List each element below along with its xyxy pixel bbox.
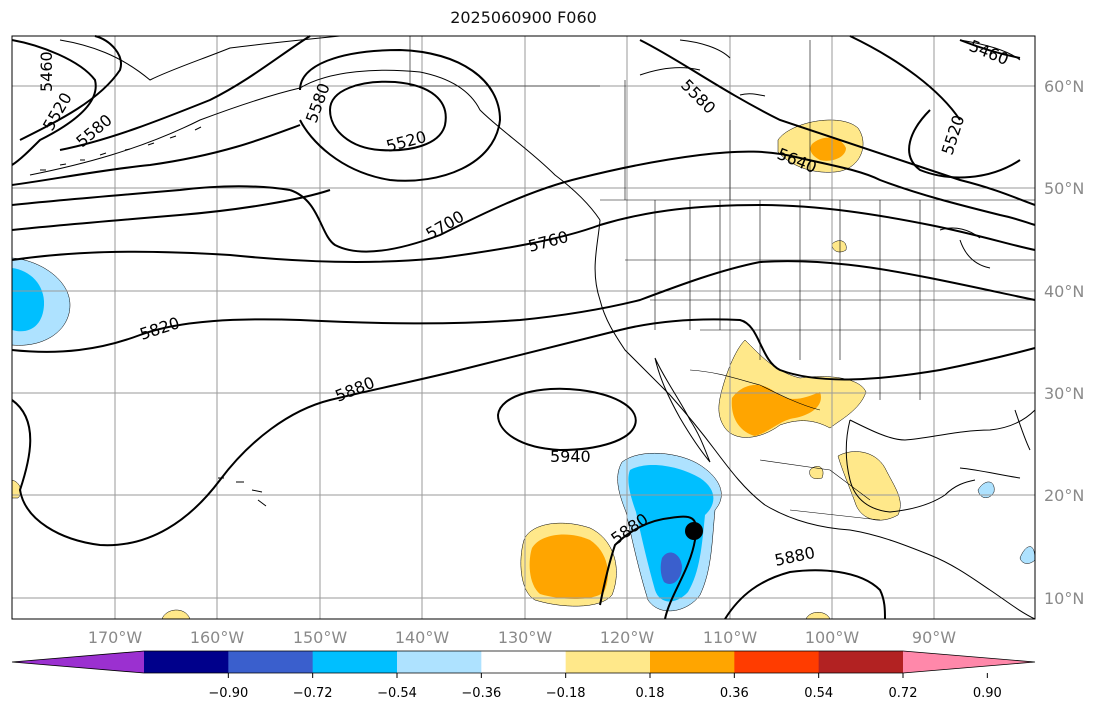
colorbar-tick-label: 0.18: [636, 686, 665, 701]
colorbar-segment: [565, 651, 651, 673]
colorbar-tick-label: −0.36: [461, 686, 501, 701]
latitude-labels: 60°N 50°N 40°N 30°N 20°N 10°N: [1044, 77, 1084, 608]
lat-label: 20°N: [1044, 486, 1084, 505]
colorbar-tick-label: 0.36: [720, 686, 749, 701]
lon-label: 160°W: [190, 628, 245, 647]
lat-label: 30°N: [1044, 384, 1084, 403]
lon-label: 120°W: [600, 628, 655, 647]
colorbar-extend-high: [903, 651, 1035, 673]
lat-label: 60°N: [1044, 77, 1084, 96]
coastlines: [29, 35, 1036, 620]
contour-label: 5460: [37, 51, 56, 92]
map-title: 2025060900 F060: [450, 8, 597, 27]
colorbar-tick-label: −0.18: [546, 686, 586, 701]
borders: [409, 36, 1035, 521]
lon-label: 140°W: [395, 628, 450, 647]
colorbar-tick-label: 0.90: [973, 686, 1002, 701]
lon-label: 110°W: [703, 628, 758, 647]
longitude-labels: 170°W 160°W 150°W 140°W 130°W 120°W 110°…: [88, 628, 956, 647]
map-frame: [11, 35, 1036, 620]
lat-label: 40°N: [1044, 282, 1084, 301]
colorbar-segment: [734, 651, 820, 673]
storm-position-marker: [685, 522, 703, 540]
lat-label: 50°N: [1044, 179, 1084, 198]
colorbar-extend-low: [12, 651, 144, 673]
lon-label: 170°W: [88, 628, 143, 647]
colorbar-segment: [650, 651, 735, 673]
lon-label: 130°W: [498, 628, 553, 647]
map-panel: 5460 5520 5580 5580 5520 5580 5640 5460 …: [11, 35, 1036, 620]
colorbar-segment: [228, 651, 314, 673]
colorbar-segment: [481, 651, 567, 673]
colorbar-tick-label: 0.54: [804, 686, 833, 701]
colorbar-tick-label: −0.90: [208, 686, 248, 701]
colorbar-segment: [818, 651, 904, 673]
colorbar-outline: [11, 650, 1036, 674]
lon-label: 150°W: [293, 628, 348, 647]
anomaly-shading: [11, 119, 1036, 620]
colorbar-segment: [312, 651, 398, 673]
lon-label: 100°W: [805, 628, 860, 647]
lon-label: 90°W: [912, 628, 956, 647]
colorbar-tick-label: 0.72: [889, 686, 918, 701]
colorbar-tick-label: −0.54: [377, 686, 417, 701]
contour-label: 5940: [550, 447, 591, 466]
colorbar-segment: [144, 651, 229, 673]
colorbar-segment: [397, 651, 482, 673]
height-contours: [11, 35, 1036, 620]
lat-label: 10°N: [1044, 589, 1084, 608]
colorbar-tick-label: −0.72: [293, 686, 333, 701]
colorbar: −0.90 −0.72 −0.54 −0.36 −0.18 0.18 0.36 0.54 0.7…: [11, 650, 1036, 701]
